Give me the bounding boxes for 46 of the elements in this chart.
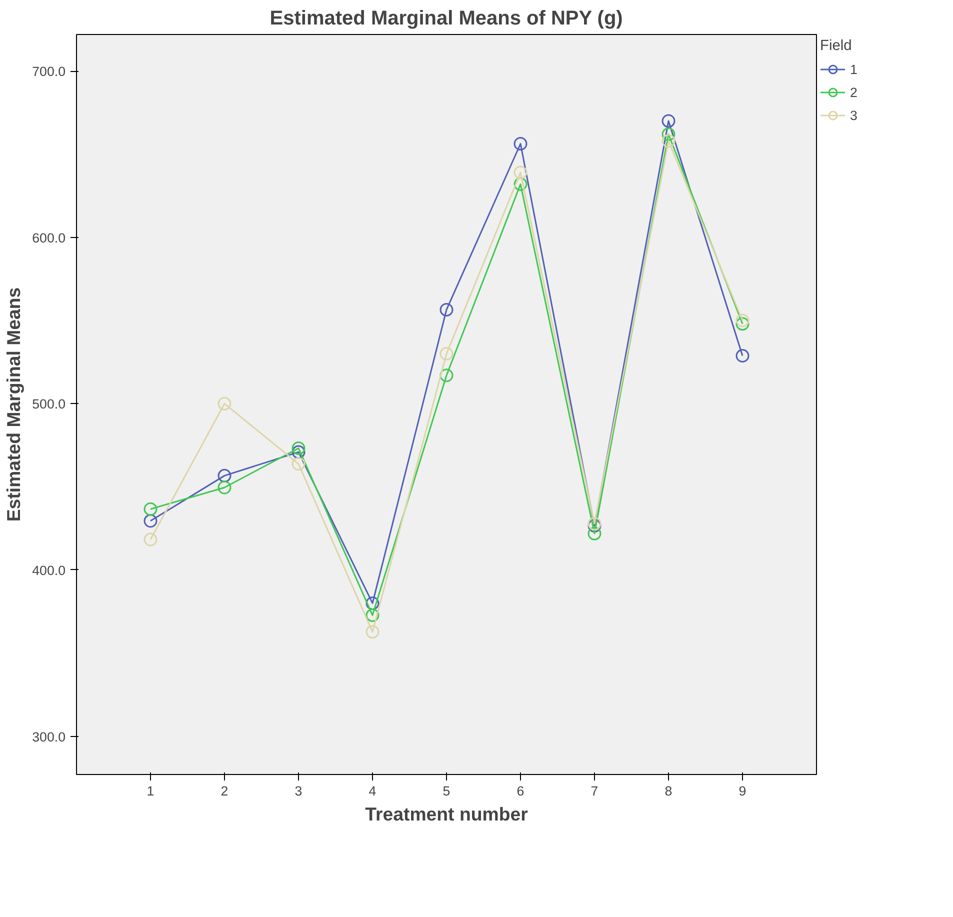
point (218, 468, 232, 482)
y-tick-label: 400.0 (32, 562, 66, 578)
x-tick-label: 3 (294, 784, 302, 798)
y-axis-title: Estimated Marginal Means (3, 287, 24, 522)
point (292, 457, 306, 471)
x-axis-title: Treatment number (365, 804, 528, 824)
x-tick-label: 5 (442, 784, 450, 798)
y-tick-label: 600.0 (32, 230, 66, 246)
point (514, 137, 528, 150)
point (292, 441, 306, 455)
x-tick-label: 7 (590, 784, 598, 798)
point (218, 480, 232, 494)
point (662, 128, 676, 142)
point (736, 314, 750, 328)
point (366, 625, 380, 639)
point (440, 302, 454, 316)
point (514, 166, 528, 180)
x-tick-label: 4 (368, 784, 377, 798)
point (366, 596, 380, 610)
legend-label: 3 (850, 108, 858, 122)
x-tick-label: 8 (664, 784, 672, 798)
legend-label: 1 (850, 62, 858, 76)
x-tick-label: 2 (220, 784, 228, 798)
point (736, 317, 750, 331)
point (514, 177, 528, 191)
point (440, 368, 454, 382)
point (440, 347, 454, 361)
point (144, 532, 158, 546)
y-tick-label: 700.0 (32, 64, 66, 80)
x-tick-label: 9 (738, 784, 746, 798)
x-tick-label: 1 (146, 784, 154, 798)
point (662, 114, 676, 128)
legend-label: 2 (850, 84, 858, 100)
point (292, 445, 306, 459)
point (588, 526, 602, 540)
y-tick-label: 500.0 (32, 396, 66, 412)
point (144, 514, 158, 528)
point (662, 134, 676, 148)
legend-title: Field (820, 38, 853, 54)
point (144, 502, 158, 516)
point (218, 396, 232, 410)
y-tick-label: 300.0 (32, 729, 66, 744)
point (366, 608, 380, 622)
chart-title: Estimated Marginal Means of NPY (g) (270, 8, 623, 30)
point (736, 349, 750, 363)
x-tick-label: 6 (516, 784, 524, 798)
